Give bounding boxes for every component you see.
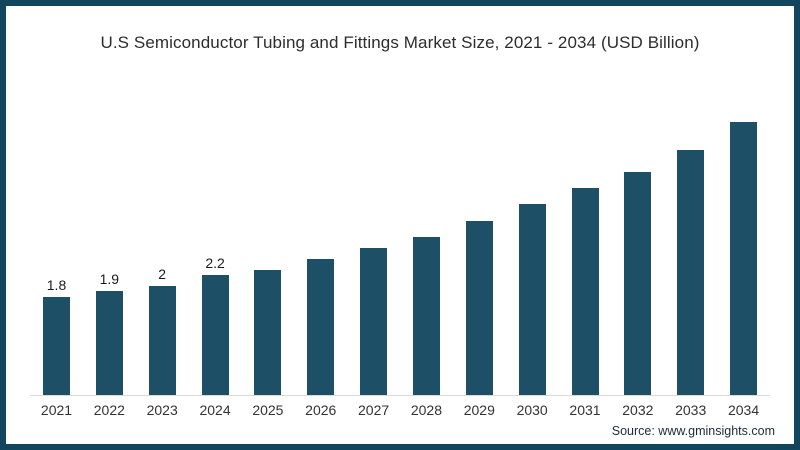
bar-2030 xyxy=(518,204,546,395)
x-tick-label: 2027 xyxy=(358,402,390,418)
bar-2033 xyxy=(677,150,705,395)
chart-title: U.S Semiconductor Tubing and Fittings Ma… xyxy=(100,33,700,52)
x-tick-label: 2023 xyxy=(146,402,178,418)
x-tick-label: 2025 xyxy=(252,402,284,418)
bar-2027 xyxy=(360,248,388,395)
x-tick-label: 2031 xyxy=(569,402,601,418)
x-tick-label: 2030 xyxy=(516,402,548,418)
x-tick-label: 2026 xyxy=(305,402,337,418)
x-tick-label: 2021 xyxy=(40,402,73,418)
bar-2021 xyxy=(43,297,70,395)
source-attribution: Source: www.gminsights.com xyxy=(611,424,775,438)
x-tick-label: 2022 xyxy=(93,402,125,418)
bar-2034 xyxy=(730,122,758,395)
x-axis-line xyxy=(30,395,770,396)
bar-value-label: 2.2 xyxy=(205,255,225,271)
bar-2032 xyxy=(624,172,652,395)
bar-2031 xyxy=(571,188,599,395)
bar-2022 xyxy=(95,291,123,395)
bar-value-label: 1.8 xyxy=(46,277,67,293)
x-tick-label: 2024 xyxy=(199,402,231,418)
bar-2028 xyxy=(412,237,440,395)
bar-value-label: 2 xyxy=(158,266,167,282)
x-tick-label: 2033 xyxy=(675,402,707,418)
bar-2023 xyxy=(148,286,176,395)
bar-2029 xyxy=(465,221,493,395)
x-tick-label: 2034 xyxy=(727,402,760,418)
bar-value-label: 1.9 xyxy=(99,271,120,287)
bar-2024 xyxy=(201,275,229,395)
x-tick-label: 2029 xyxy=(463,402,495,418)
x-tick-label: 2028 xyxy=(410,402,443,418)
bar-2026 xyxy=(307,259,335,395)
x-tick-label: 2032 xyxy=(622,402,654,418)
bar-2025 xyxy=(254,270,282,395)
